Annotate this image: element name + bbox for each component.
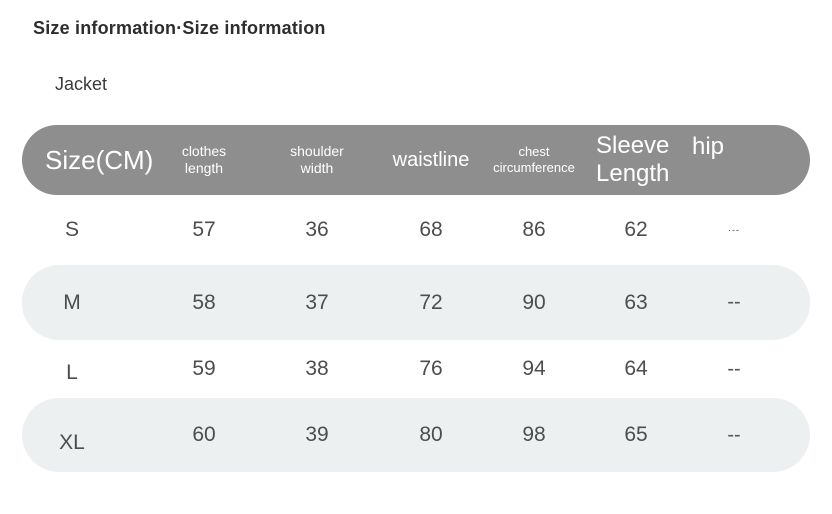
table-row-s: S 57 36 68 86 62 ·-- (22, 195, 810, 265)
size-label: L (66, 361, 78, 384)
shoulder-width-value: 39 (305, 423, 329, 446)
column-header-chest-circumference: chest circumference (493, 144, 575, 175)
chest-circumference-value: 86 (522, 218, 546, 241)
column-header-clothes-length: clothes length (181, 143, 227, 176)
chest-circumference-value: 94 (522, 357, 546, 380)
hip-value: ·-- (728, 225, 740, 235)
page-title: Size information·Size information (33, 18, 326, 38)
column-header-shoulder-width: shoulder width (290, 143, 344, 176)
shoulder-width-value: 37 (305, 290, 329, 314)
clothes-length-value: 58 (192, 290, 216, 314)
size-table: Size(CM) clothes length shoulder width w… (22, 125, 810, 472)
table-row-xl: XL 60 39 80 98 65 -- (22, 398, 810, 472)
waistline-value: 72 (419, 290, 443, 314)
category-label: Jacket (55, 74, 108, 94)
size-label: S (64, 218, 79, 241)
clothes-length-value: 60 (192, 423, 216, 446)
table-header-row: Size(CM) clothes length shoulder width w… (22, 125, 810, 195)
waistline-value: 68 (419, 218, 443, 241)
size-label: XL (59, 431, 85, 454)
chest-circumference-value: 98 (522, 423, 546, 446)
table-row-l: L 59 38 76 94 64 -- (22, 340, 810, 398)
chest-circumference-value: 90 (522, 290, 546, 314)
clothes-length-value: 57 (192, 218, 216, 241)
sleeve-length-value: 62 (624, 218, 648, 241)
shoulder-width-value: 36 (305, 218, 329, 241)
waistline-value: 80 (419, 423, 443, 446)
column-header-waistline: waistline (392, 148, 470, 171)
sleeve-length-value: 63 (624, 290, 648, 314)
waistline-value: 76 (419, 357, 443, 380)
column-header-hip: hip (691, 133, 725, 160)
table-row-m: M 58 37 72 90 63 -- (22, 265, 810, 340)
hip-value: -- (727, 423, 741, 446)
column-header-sleeve-length: Sleeve Length (596, 132, 670, 187)
size-label: M (63, 290, 81, 314)
sleeve-length-value: 65 (624, 423, 648, 446)
shoulder-width-value: 38 (305, 357, 329, 380)
sleeve-length-value: 64 (624, 357, 648, 380)
column-header-size: Size(CM) (45, 144, 154, 175)
hip-value: -- (727, 357, 741, 380)
clothes-length-value: 59 (192, 357, 216, 380)
hip-value: -- (727, 291, 741, 313)
